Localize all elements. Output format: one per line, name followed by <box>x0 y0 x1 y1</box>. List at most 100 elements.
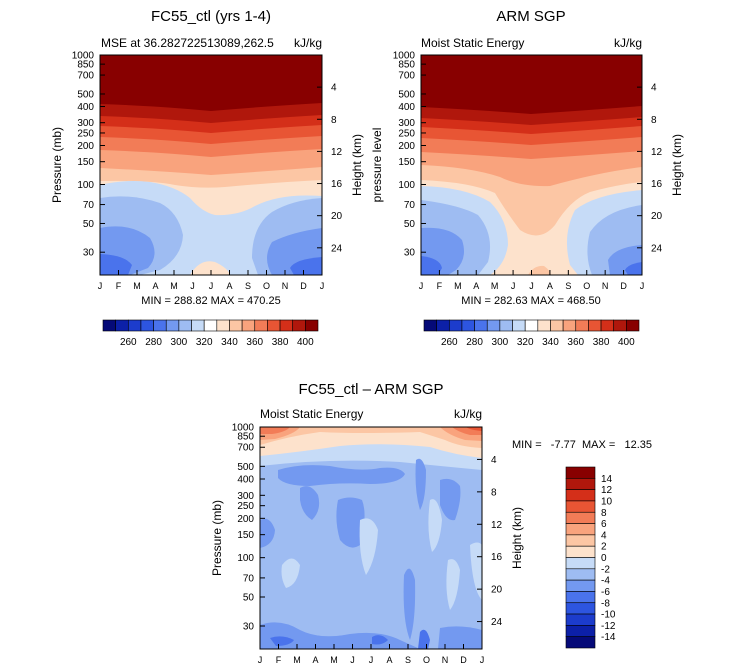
y2-tick-label: 12 <box>491 520 503 531</box>
colorbar-swatch <box>115 319 129 332</box>
x-tick-label: J <box>480 655 485 665</box>
y-tick-label: 30 <box>243 621 255 632</box>
panel1-title: FC55_ctl (yrs 1-4) <box>151 8 271 25</box>
colorbar-swatch <box>203 319 218 332</box>
colorbar-label: -6 <box>601 587 610 598</box>
contour-level <box>421 256 442 275</box>
colorbar-swatch <box>140 319 154 332</box>
colorbar-label: 280 <box>145 337 162 348</box>
colorbar-label: 12 <box>601 485 613 496</box>
x-tick-label: M <box>330 655 338 665</box>
contour-level <box>403 568 416 640</box>
y-tick-label: 50 <box>243 593 255 604</box>
x-tick-label: S <box>245 281 251 291</box>
colorbar-label: -4 <box>601 576 610 587</box>
y-tick-label: 700 <box>77 71 94 82</box>
y-tick-label: 700 <box>237 443 254 454</box>
y2-tick-label: 20 <box>651 211 663 222</box>
panel1-stats: MIN = 288.82 MAX = 470.25 <box>141 295 280 307</box>
colorbar-label: 6 <box>601 519 607 530</box>
colorbar-label: 380 <box>272 337 289 348</box>
colorbar-label: 4 <box>601 530 607 541</box>
panel2-title: ARM SGP <box>496 8 565 25</box>
colorbar-swatch <box>191 319 205 332</box>
y-tick-label: 850 <box>398 60 415 71</box>
y2-tick-label: 20 <box>331 211 343 222</box>
contour-level <box>415 458 426 510</box>
x-tick-label: J <box>350 655 355 665</box>
y2-tick-label: 4 <box>651 83 657 94</box>
colorbar-swatch <box>229 319 243 332</box>
panel2-ylabel: pressure level <box>370 128 384 203</box>
colorbar-label: 14 <box>601 474 613 485</box>
y-tick-label: 150 <box>77 157 94 168</box>
x-tick-label: N <box>602 281 609 291</box>
x-tick-label: J <box>98 281 103 291</box>
y2-tick-label: 24 <box>331 243 343 254</box>
x-tick-label: J <box>511 281 516 291</box>
colorbar-label: 400 <box>297 337 314 348</box>
colorbar-swatch <box>292 319 306 332</box>
colorbar-label: 300 <box>171 337 188 348</box>
contour-level <box>440 478 461 521</box>
y-tick-label: 500 <box>237 462 254 473</box>
colorbar-swatch <box>216 319 230 332</box>
colorbar-swatch <box>241 319 256 332</box>
colorbar-swatch <box>575 319 589 332</box>
y-tick-label: 250 <box>398 128 415 139</box>
colorbar-label: 360 <box>567 337 584 348</box>
colorbar-label: 280 <box>466 337 483 348</box>
x-tick-label: M <box>454 281 462 291</box>
y2-tick-label: 16 <box>651 179 663 190</box>
y-tick-label: 30 <box>83 248 95 259</box>
colorbar-swatch <box>565 534 596 547</box>
colorbar-swatch <box>486 319 501 332</box>
contour-level <box>300 486 320 520</box>
colorbar-swatch <box>474 319 488 332</box>
colorbar-label: -14 <box>601 632 616 643</box>
colorbar-label: 10 <box>601 496 613 507</box>
x-tick-label: M <box>293 655 301 665</box>
y-tick-label: 250 <box>77 128 94 139</box>
y2-tick-label: 16 <box>491 552 503 563</box>
colorbar-label: -12 <box>601 621 616 632</box>
x-tick-label: F <box>276 655 282 665</box>
panel1-y2label: Height (km) <box>350 134 364 196</box>
contour-level <box>446 559 460 610</box>
panel2-subtitle-right: kJ/kg <box>614 36 642 50</box>
colorbar-label: 300 <box>492 337 509 348</box>
y-tick-label: 300 <box>237 491 254 502</box>
contour-level <box>359 518 378 575</box>
colorbar-label: -2 <box>601 564 610 575</box>
x-tick-label: J <box>419 281 424 291</box>
y-tick-label: 1000 <box>393 51 416 62</box>
y2-tick-label: 20 <box>491 585 503 596</box>
y-tick-label: 200 <box>237 514 254 525</box>
x-tick-label: N <box>442 655 449 665</box>
contour-level <box>278 465 405 486</box>
y-tick-label: 1000 <box>232 423 255 434</box>
y2-tick-label: 8 <box>651 115 657 126</box>
colorbar-swatch <box>626 319 640 332</box>
panel2-contours <box>421 55 642 275</box>
colorbar-swatch <box>565 568 596 581</box>
colorbar-swatch <box>600 319 615 332</box>
panel1-contours <box>100 55 322 275</box>
colorbar-swatch <box>613 319 627 332</box>
colorbar-swatch <box>565 478 596 490</box>
panel3-subtitle-right: kJ/kg <box>454 407 482 421</box>
y-tick-label: 100 <box>398 180 415 191</box>
y-tick-label: 1000 <box>72 51 95 62</box>
panel-fc55-ctl: FC55_ctl (yrs 1-4) MSE at 36.28272251308… <box>50 8 364 307</box>
y-tick-label: 700 <box>398 71 415 82</box>
x-tick-label: J <box>190 281 195 291</box>
colorbar-swatch <box>524 319 539 332</box>
x-tick-label: N <box>282 281 289 291</box>
colorbar-swatch <box>305 319 319 332</box>
colorbar-swatch <box>565 500 596 513</box>
colorbar-label: 340 <box>542 337 559 348</box>
panel3-title: FC55_ctl – ARM SGP <box>298 381 443 398</box>
contour-level <box>260 427 290 434</box>
x-tick-label: A <box>226 281 232 291</box>
